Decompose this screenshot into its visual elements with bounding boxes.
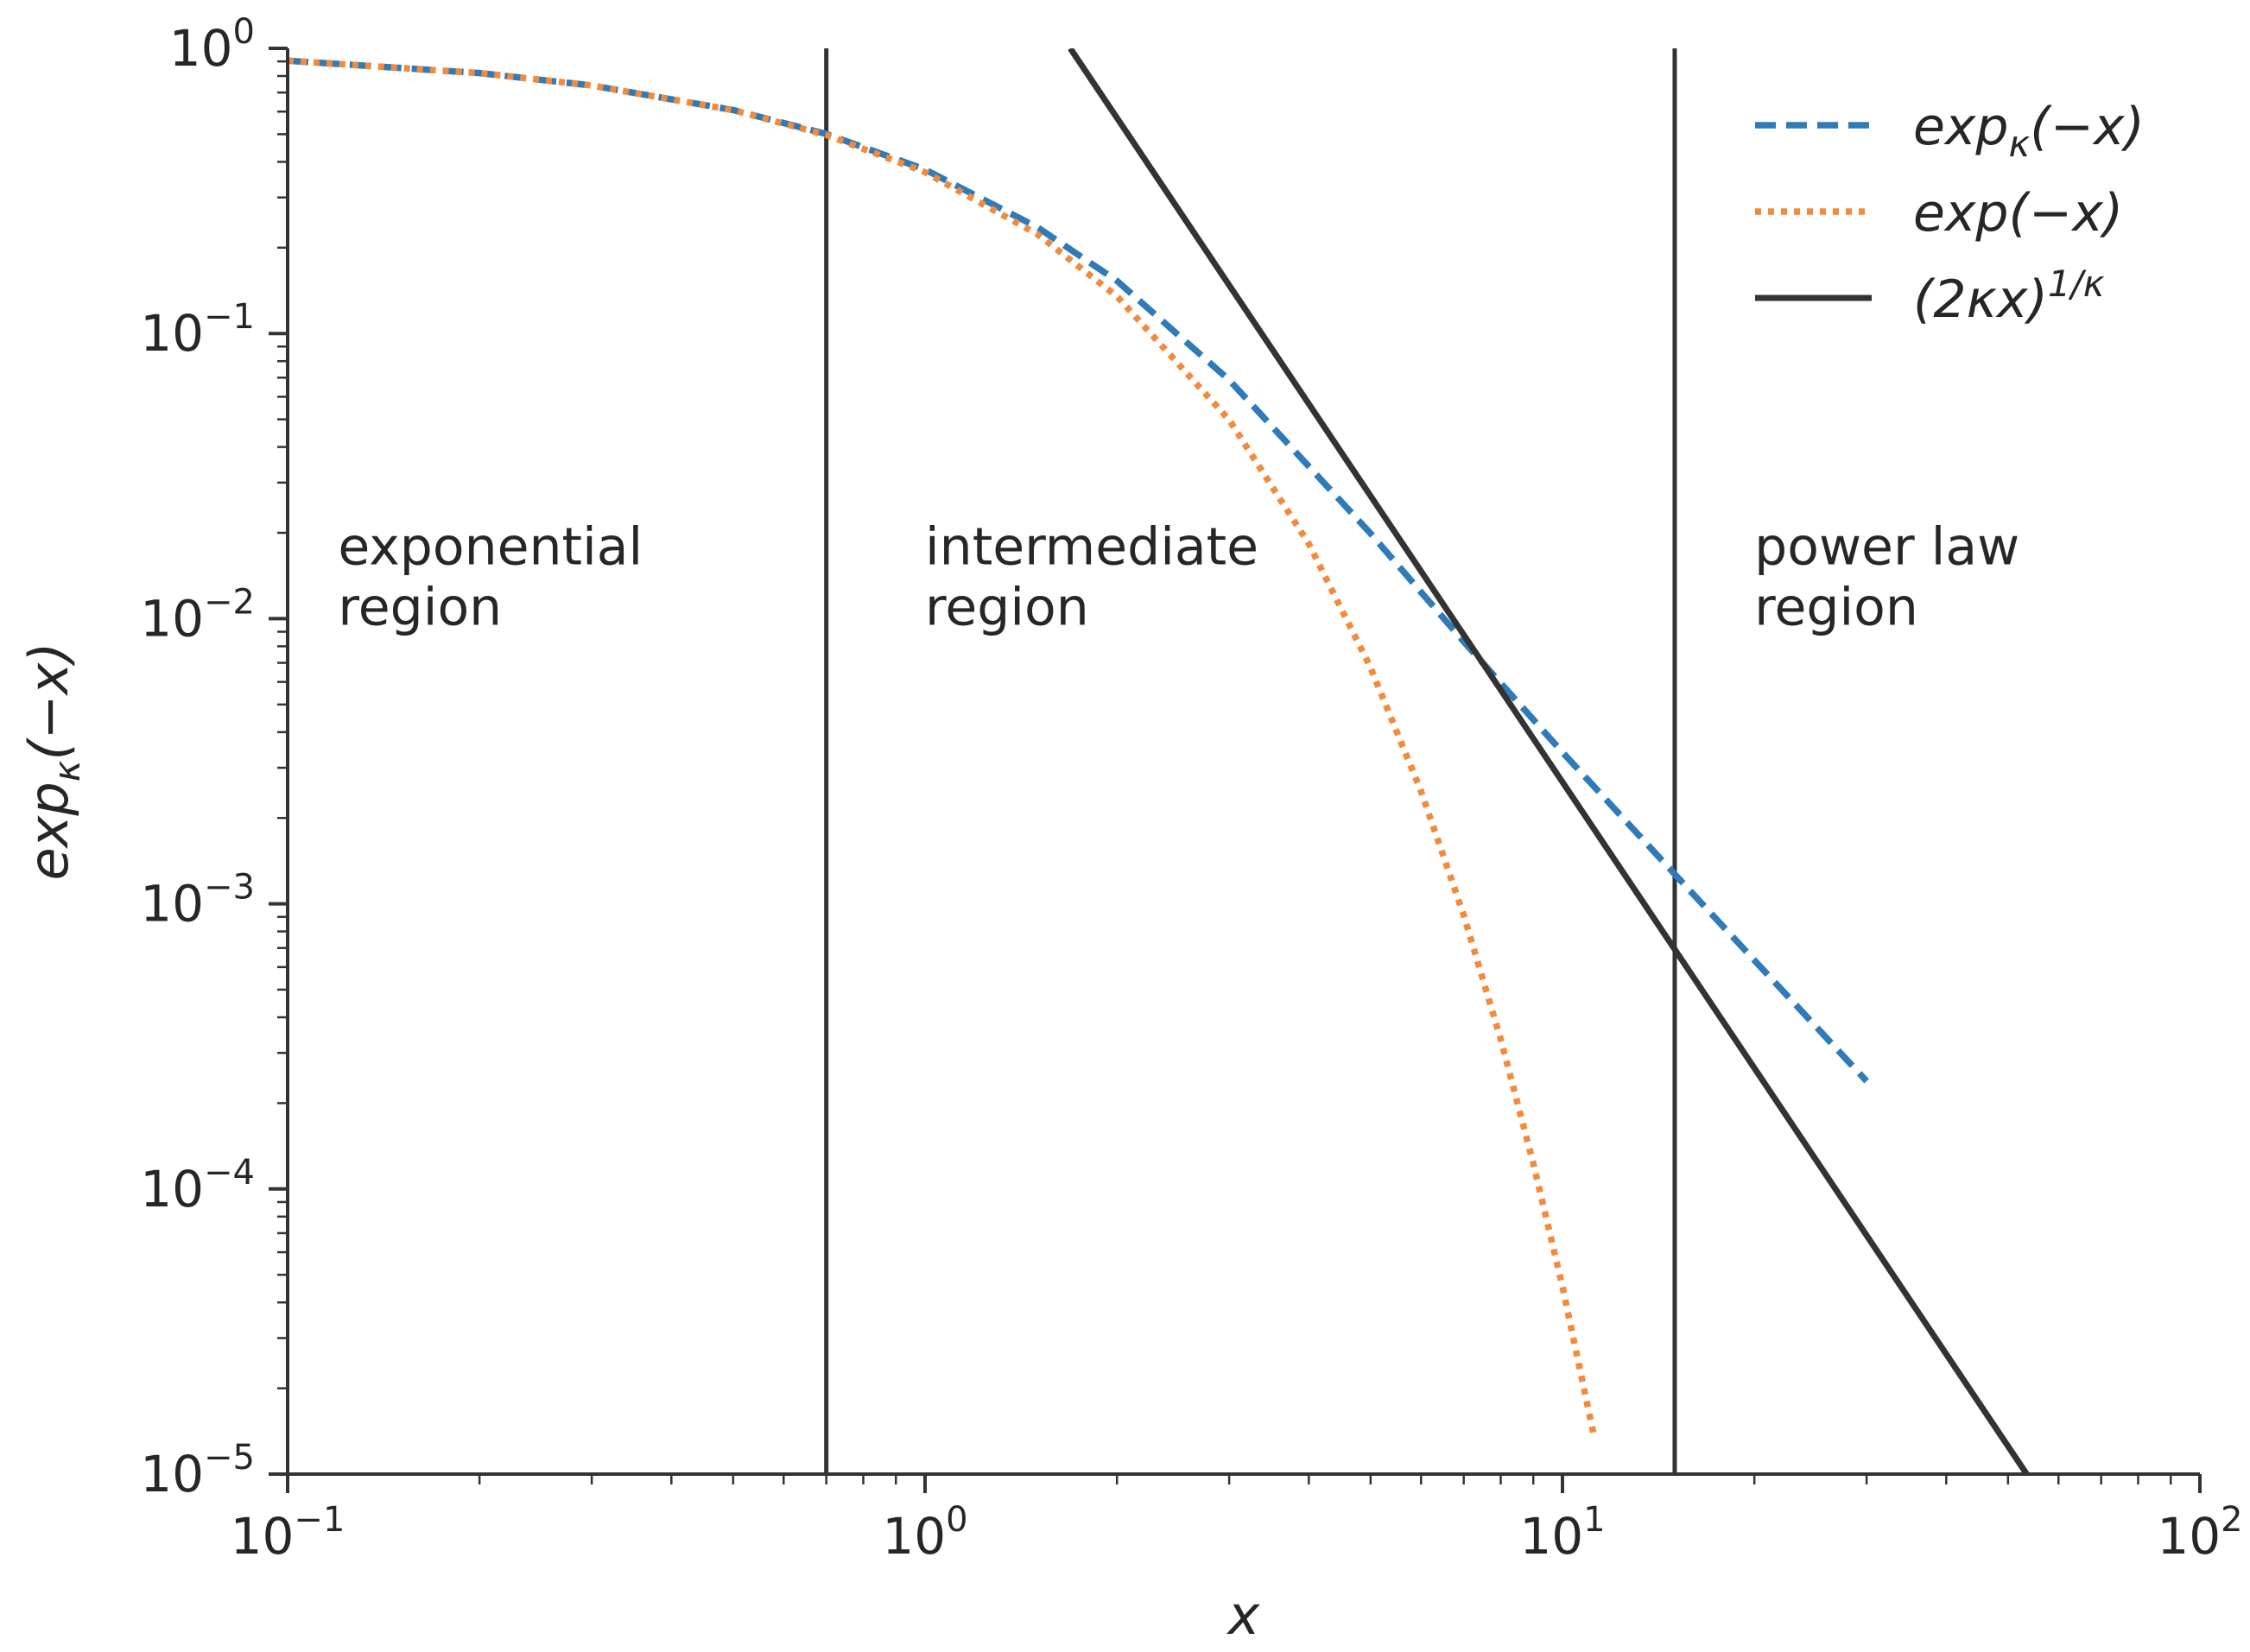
region-annotations: exponentialregionintermediateregionpower…	[338, 517, 2019, 638]
y-tick-label: 100	[169, 12, 255, 78]
legend: expκ(−x) exp(−x) (2κx)1/κ	[1755, 97, 2145, 330]
y-tick-label: 10−4	[140, 1153, 255, 1218]
x-axis-label: x	[1226, 1584, 1261, 1647]
legend-label: exp(−x)	[1913, 183, 2123, 244]
y-tick-label: 10−3	[140, 868, 255, 934]
legend-label: expκ(−x)	[1913, 97, 2145, 165]
ticks	[269, 47, 2202, 1493]
legend-entry: expκ(−x)	[1755, 97, 2145, 165]
region-label-line: power law	[1754, 517, 2019, 578]
x-tick-label: 101	[1519, 1500, 1605, 1566]
legend-label: (2κx)1/κ	[1913, 263, 2105, 330]
series-line-3	[1068, 48, 2030, 1474]
region-label-line: exponential	[338, 517, 643, 578]
region-label-line: region	[338, 578, 502, 638]
tick-labels: 10−1 100 101 102 100 10−1 10−2 10−3 10−4 10−5	[140, 12, 2242, 1566]
y-tick-label: 10−5	[140, 1438, 255, 1503]
x-tick-label: 102	[2157, 1500, 2242, 1566]
legend-entry: exp(−x)	[1755, 183, 2123, 244]
axes	[286, 48, 2200, 1476]
series-layer	[288, 48, 2030, 1474]
region-label-line: region	[1754, 578, 1918, 638]
y-axis-label: expκ(−x)	[17, 642, 88, 881]
series-line-2	[288, 57, 1597, 1436]
region-label-line: intermediate	[925, 517, 1258, 578]
x-tick-label: 100	[882, 1500, 967, 1566]
legend-entry: (2κx)1/κ	[1755, 263, 2105, 330]
region-label-line: region	[925, 578, 1089, 638]
y-tick-label: 10−1	[140, 297, 255, 363]
x-tick-label: 10−1	[231, 1500, 345, 1566]
y-tick-label: 10−2	[140, 582, 255, 648]
vertical-lines	[824, 48, 1677, 1474]
